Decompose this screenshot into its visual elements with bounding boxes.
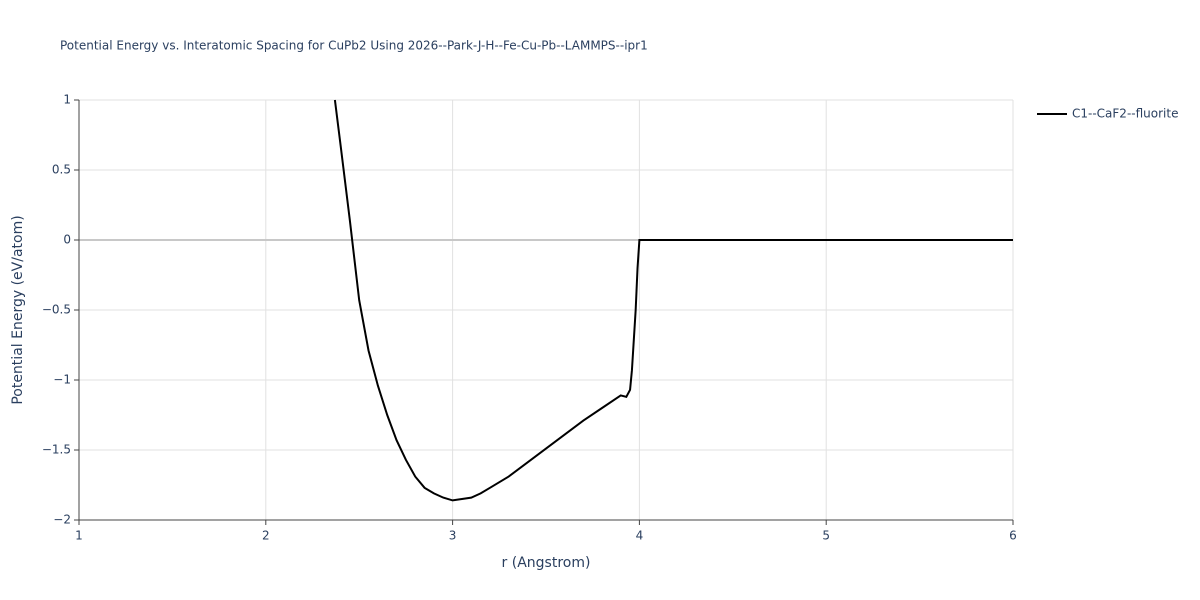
y-tick-label: 0.5: [52, 163, 71, 177]
x-tick-label: 5: [822, 529, 830, 543]
y-tick-label: 0: [63, 233, 71, 247]
y-tick-label: −0.5: [42, 303, 71, 317]
y-tick-label: −1: [53, 373, 71, 387]
x-tick-label: 4: [636, 529, 644, 543]
x-tick-label: 3: [449, 529, 457, 543]
x-axis-label: r (Angstrom): [502, 555, 591, 571]
x-tick-label: 6: [1009, 529, 1017, 543]
data-line: [333, 99, 1013, 502]
y-tick-label: 1: [63, 93, 71, 107]
x-tick-label: 1: [75, 529, 83, 543]
legend-label: C1--CaF2--fluorite: [1072, 107, 1178, 121]
y-axis-label: Potential Energy (eV/atom): [10, 215, 26, 404]
chart-title: Potential Energy vs. Interatomic Spacing…: [60, 39, 648, 53]
x-tick-label: 2: [262, 529, 270, 543]
y-tick-label: −1.5: [42, 443, 71, 457]
y-tick-label: −2: [53, 513, 71, 527]
